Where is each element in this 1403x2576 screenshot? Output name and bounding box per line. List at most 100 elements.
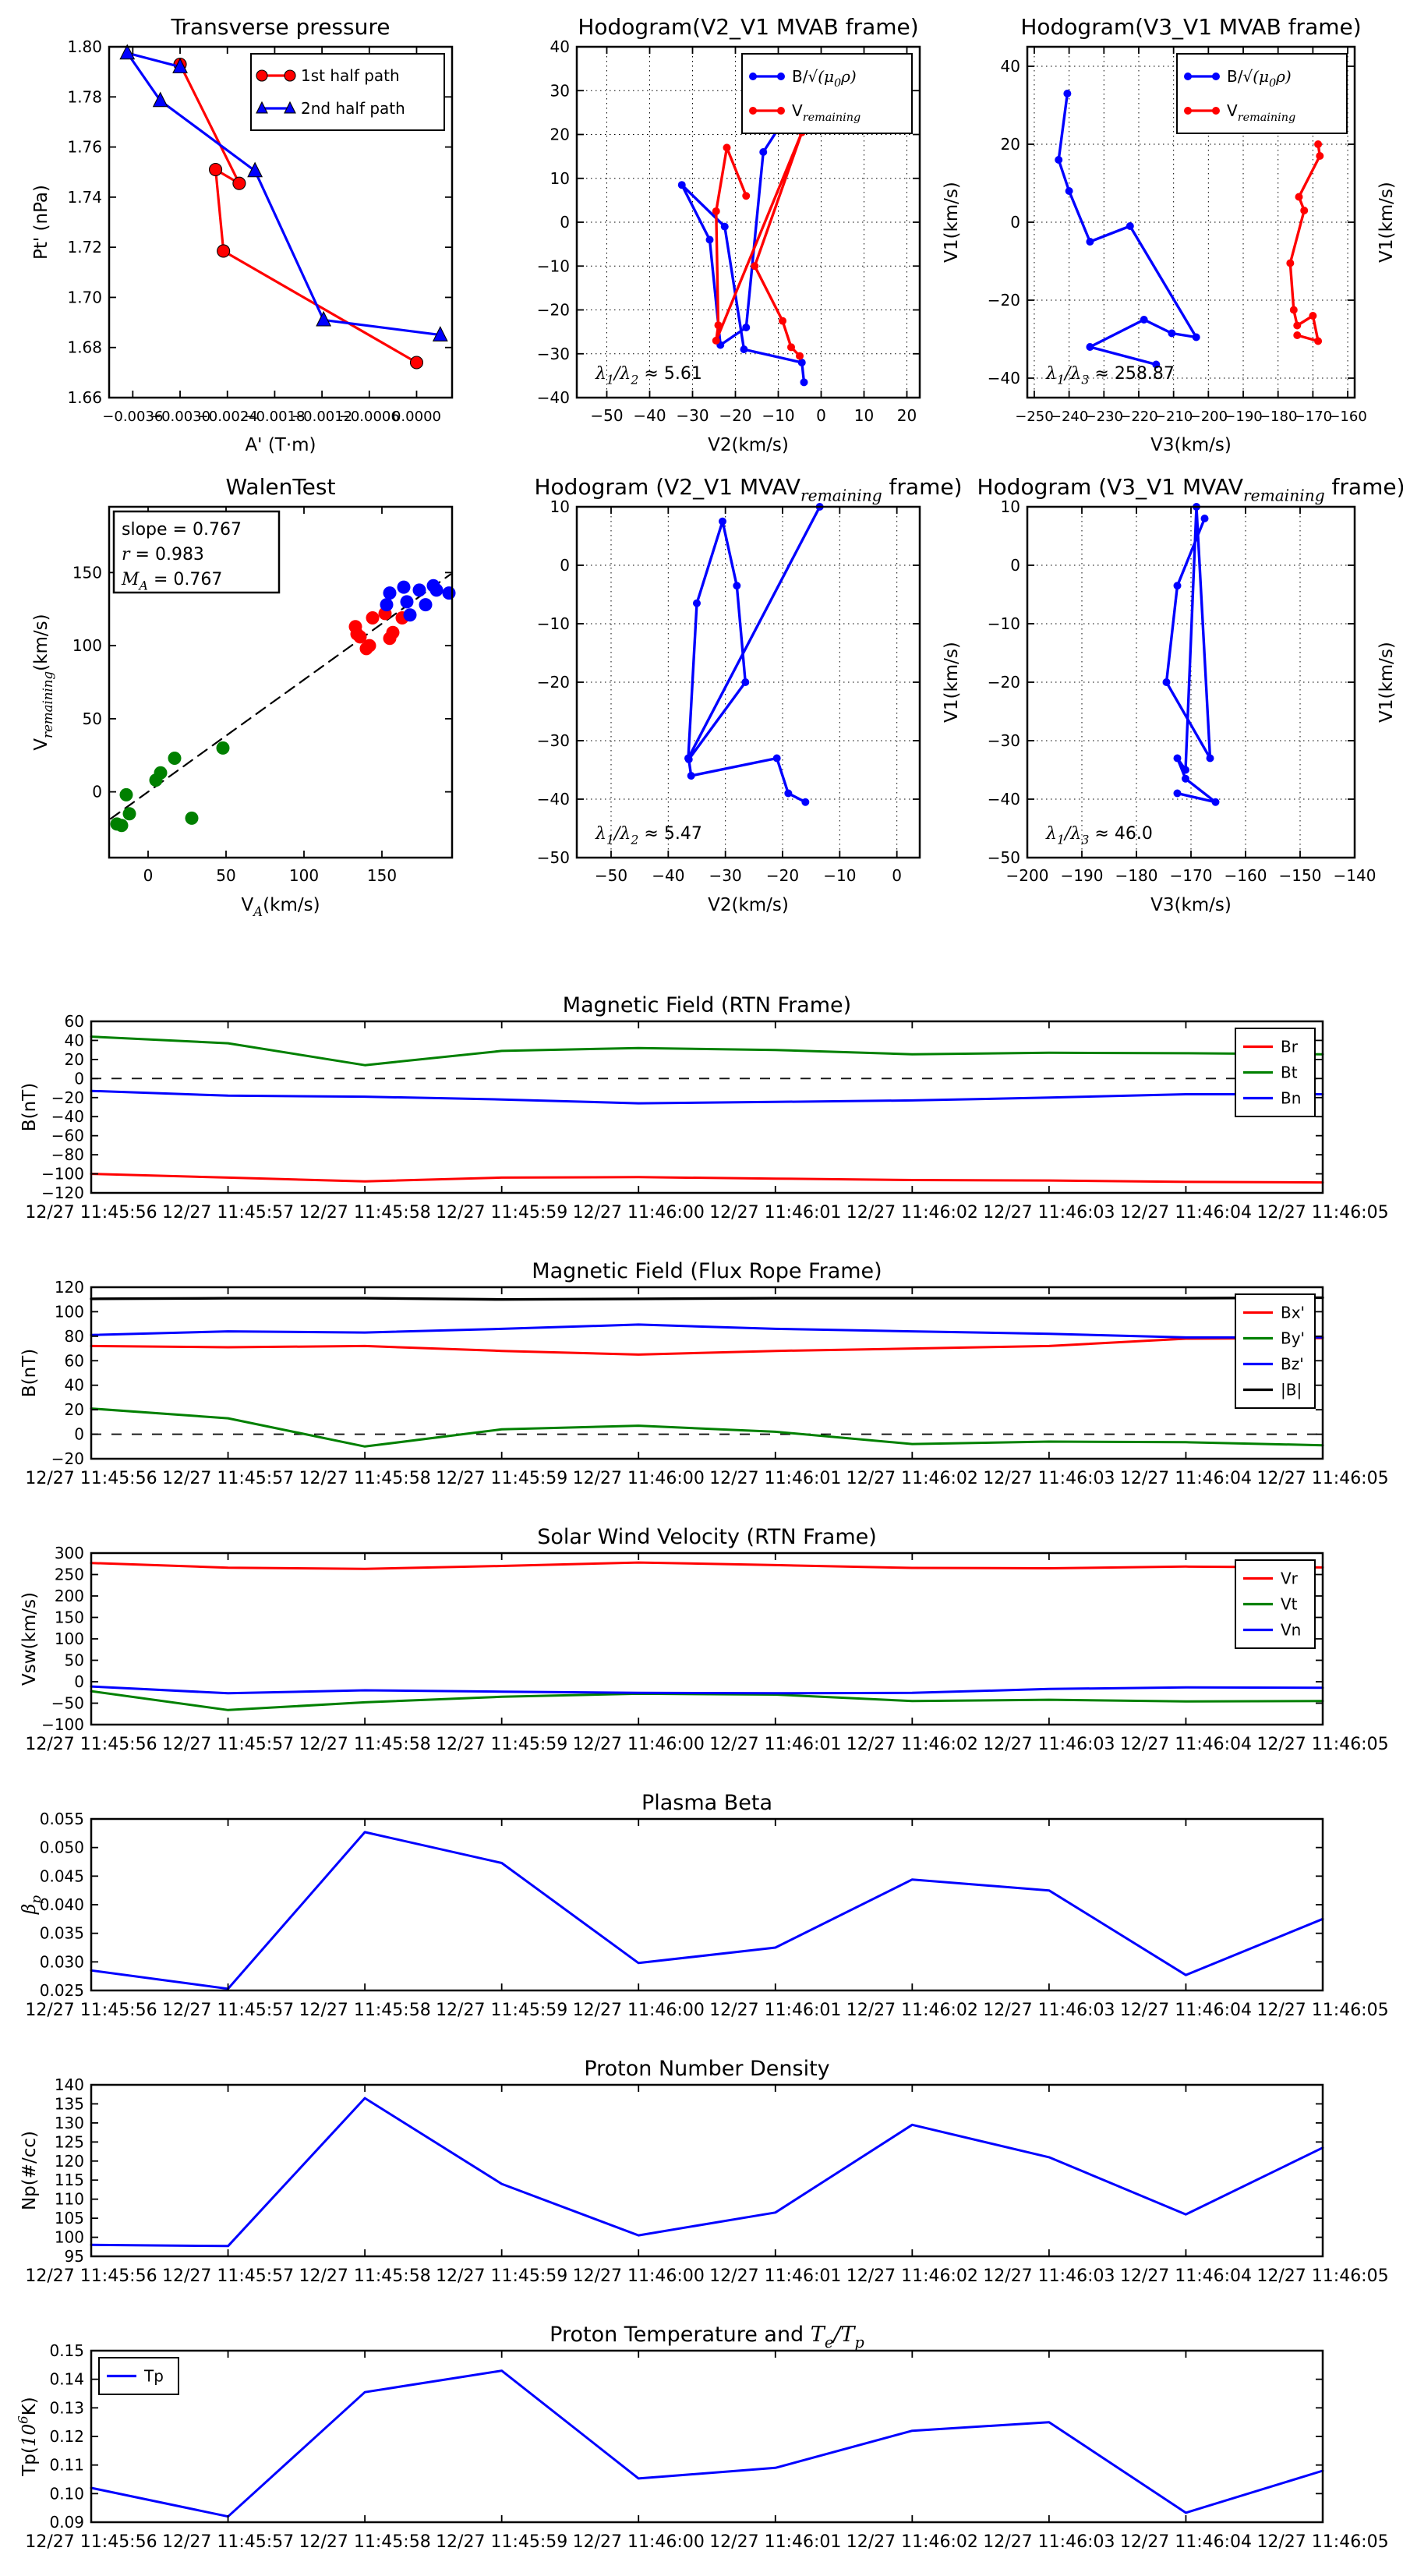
marker-dot <box>712 337 720 345</box>
x-tick-label: −240 <box>1050 409 1088 425</box>
y-tick-label: 1.78 <box>67 87 102 106</box>
x-tick-label: −30 <box>709 866 742 885</box>
marker-dot <box>706 236 714 244</box>
marker-dot <box>751 262 758 270</box>
marker-dot <box>678 181 686 189</box>
x-tick-label: 0 <box>892 866 902 885</box>
y-tick-label: 0.11 <box>49 2456 84 2475</box>
legend-label-bx: Bx' <box>1281 1304 1305 1322</box>
x-tick-label: 0 <box>143 866 154 885</box>
x-tick-label: 20 <box>897 406 917 425</box>
marker-dot <box>1193 334 1200 341</box>
x-tick-label: 12/27 11:46:00 <box>573 1203 705 1223</box>
y-axis-label: V1(km/s) <box>942 182 962 263</box>
x-tick-label: 12/27 11:46:00 <box>573 1735 705 1754</box>
x-tick-label: 12/27 11:46:01 <box>709 2266 841 2286</box>
y-tick-label: 40 <box>1001 57 1020 76</box>
marker-dot <box>1126 222 1134 230</box>
marker-dot <box>186 812 199 825</box>
marker-dot <box>779 317 786 325</box>
legend-label-tp: Tp <box>143 2367 164 2386</box>
x-tick-label: 12/27 11:46:03 <box>983 1469 1115 1488</box>
marker-dot <box>777 73 785 80</box>
x-tick-label: 12/27 11:45:57 <box>162 2532 294 2552</box>
x-tick-label: 12/27 11:46:05 <box>1256 1203 1388 1223</box>
x-tick-label: 12/27 11:46:00 <box>573 2266 705 2286</box>
y-tick-label: −10 <box>537 257 570 275</box>
series-vn-line <box>91 1686 1323 1693</box>
legend-label-br: Br <box>1281 1038 1299 1056</box>
marker-dot <box>741 678 749 686</box>
x-tick-label: 12/27 11:46:05 <box>1256 1469 1388 1488</box>
y-tick-label: 115 <box>55 2171 84 2189</box>
marker-dot <box>1174 582 1182 589</box>
marker-dot <box>1201 515 1209 522</box>
lambda-annotation: λ1/λ3 ≈ 258.87 <box>1045 364 1175 387</box>
marker-dot <box>723 143 731 151</box>
y-axis-label: V1(km/s) <box>1376 642 1397 723</box>
marker-dot <box>419 598 433 611</box>
marker-dot <box>719 518 726 525</box>
y-tick-label: 80 <box>65 1327 84 1346</box>
y-tick-label: −60 <box>51 1127 84 1145</box>
x-tick-label: 12/27 11:46:04 <box>1120 1735 1252 1754</box>
x-tick-label: −170 <box>1170 866 1213 885</box>
marker-dot <box>749 107 757 115</box>
marker-dot <box>430 583 444 596</box>
y-axis-label: B(nT) <box>19 1349 40 1397</box>
y-axis-label: Vsw(km/s) <box>19 1592 40 1686</box>
y-tick-label: 0.15 <box>49 2341 84 2360</box>
x-tick-label: −190 <box>1224 409 1262 425</box>
x-tick-label: −160 <box>1225 866 1267 885</box>
y-tick-label: 60 <box>65 1351 84 1370</box>
marker-dot <box>398 581 411 594</box>
marker-circle <box>217 245 230 257</box>
marker-dot <box>1174 790 1182 798</box>
x-tick-label: 12/27 11:46:02 <box>846 1735 978 1754</box>
axes-frame <box>91 2351 1323 2522</box>
marker-dot <box>1086 238 1094 246</box>
y-tick-label: 130 <box>55 2114 84 2132</box>
legend: B/√(μ0ρ)Vremaining <box>742 54 912 133</box>
y-tick-label: −40 <box>51 1107 84 1126</box>
marker-dot <box>383 586 397 600</box>
marker-dot <box>800 378 808 386</box>
axes-frame <box>91 1553 1323 1725</box>
marker-dot <box>1182 766 1189 774</box>
legend-label-bz: Bz' <box>1281 1355 1304 1374</box>
y-tick-label: 150 <box>72 563 102 582</box>
y-tick-label: −20 <box>51 1088 84 1107</box>
y-tick-label: 0 <box>1010 556 1020 575</box>
y-tick-label: −80 <box>51 1145 84 1164</box>
x-tick-label: 12/27 11:46:05 <box>1256 2532 1388 2552</box>
x-tick-label: −30 <box>676 406 709 425</box>
x-tick-label: 12/27 11:46:03 <box>983 2532 1115 2552</box>
marker-dot <box>154 766 168 780</box>
x-tick-label: 12/27 11:46:05 <box>1256 2001 1388 2020</box>
x-tick-label: 100 <box>289 866 319 885</box>
y-tick-label: −30 <box>537 345 570 363</box>
y-tick-label: −30 <box>988 731 1020 750</box>
marker-dot <box>1314 140 1322 148</box>
x-tick-label: 12/27 11:45:59 <box>436 2266 567 2286</box>
marker-dot <box>401 595 414 608</box>
x-tick-label: −10 <box>762 406 794 425</box>
legend-label-by: By' <box>1281 1329 1305 1348</box>
marker-dot <box>712 207 720 215</box>
y-tick-label: 0.13 <box>49 2398 84 2417</box>
legend: Tp <box>99 2358 178 2394</box>
y-tick-label: −30 <box>537 731 570 750</box>
x-tick-label: 12/27 11:45:58 <box>299 1735 431 1754</box>
y-tick-label: 0.025 <box>40 1981 84 2000</box>
x-tick-label: −170 <box>1294 409 1332 425</box>
x-tick-label: 12/27 11:46:01 <box>709 1469 841 1488</box>
series-tp-line <box>91 2371 1323 2517</box>
plot-title: Hodogram (V2_V1 MVAVremaining frame) <box>535 474 963 504</box>
marker-dot <box>168 752 182 765</box>
marker-dot <box>801 798 809 806</box>
y-tick-label: 0.055 <box>40 1810 84 1828</box>
x-tick-label: −220 <box>1119 409 1157 425</box>
marker-circle <box>256 70 267 81</box>
